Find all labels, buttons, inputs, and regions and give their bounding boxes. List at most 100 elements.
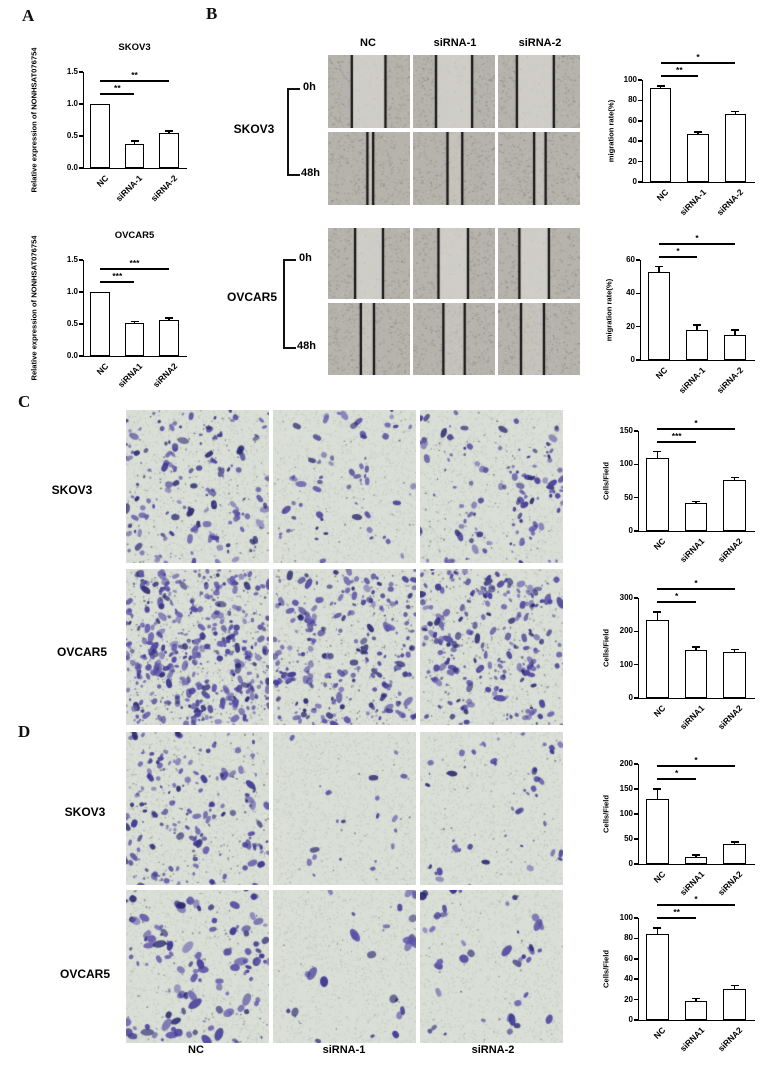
y-tick-mark [79, 71, 83, 73]
y-tick-mark [634, 978, 638, 980]
sig-label: *** [112, 271, 123, 281]
error-bar-stem [695, 998, 697, 1001]
error-bar-cap [692, 500, 700, 503]
wound-image-ovcar5-48h-sirna-1 [413, 303, 495, 375]
bar [646, 934, 669, 1020]
sig-label: * [695, 232, 699, 243]
skov3-row-label-c: SKOV3 [51, 483, 93, 497]
x-tick-label: siRNA1 [677, 1025, 707, 1054]
y-tick-mark [79, 323, 83, 325]
x-tick-label: NC [651, 536, 668, 552]
y-axis-title: Relative expression of NONHSAT076754 [29, 47, 39, 193]
y-tick-mark [79, 103, 83, 105]
sig-line [657, 440, 696, 443]
sig-line [657, 904, 735, 907]
y-tick-label: 100 [619, 459, 633, 469]
y-tick-label: 100 [623, 75, 637, 84]
y-tick-label: 200 [619, 759, 633, 768]
bar [684, 650, 708, 698]
y-tick-mark [636, 259, 640, 261]
chart-title: SKOV3 [118, 42, 151, 53]
ovcar5-0h-label: 0h [299, 252, 312, 264]
y-tick-mark [636, 359, 640, 361]
transwell-image-d-ovcar5-sirna-1 [273, 890, 416, 1043]
y-tick-mark [638, 120, 642, 122]
chart-title: OVCAR5 [114, 230, 155, 241]
sig-label: ** [673, 907, 680, 918]
x-tick-label: siRNA1 [116, 361, 145, 390]
bar [723, 479, 746, 531]
transwell-image-c-skov3-sirna-1 [273, 410, 416, 563]
wound-image-skov3-0h-sirna-2 [498, 55, 580, 128]
skov3-time-bracket-arm-bottom [287, 174, 300, 176]
error-bar-stem [733, 477, 736, 480]
y-tick-mark [634, 788, 638, 790]
error-bar-stem [734, 330, 736, 335]
wound-image-skov3-48h-sirna-2 [498, 132, 580, 205]
error-bar-stem [656, 451, 659, 459]
y-tick-mark [634, 463, 638, 466]
wound-image-skov3-48h-sirna-1 [413, 132, 495, 205]
chart-c-ovcar5-cells: Cells/Field 0 100 200 300 NC siRNA1 siRNA2 * * [602, 570, 762, 742]
plot-area [640, 260, 755, 361]
error-bar-stem [695, 647, 697, 651]
chart-b-skov3-migration: migration rate(%) 0 20 40 60 80 100 NC siRNA-1 si… [607, 52, 762, 224]
sig-label: * [694, 755, 698, 765]
sig-line [657, 427, 735, 430]
bar [724, 113, 747, 182]
y-tick-label: 40 [624, 974, 633, 984]
y-tick-label: 80 [628, 95, 637, 105]
wound-image-ovcar5-0h-nc [328, 228, 410, 299]
y-tick-mark [634, 863, 638, 865]
sig-line [657, 765, 735, 767]
chart-d-ovcar5-cells: Cells/Field 0 20 40 60 80 100 NC siRNA1 siRNA2 ** * [602, 890, 762, 1065]
plot-area [83, 260, 187, 357]
sig-label: * [676, 245, 680, 256]
y-tick-label: 1.5 [66, 67, 78, 76]
y-tick-mark [634, 430, 638, 432]
y-tick-label: 50 [624, 492, 633, 502]
error-bar-stem [734, 111, 737, 114]
error-bar-cap [655, 265, 663, 268]
sig-line [100, 281, 135, 283]
error-bar-cap [730, 648, 739, 651]
col-footer-sirna2: siRNA-2 [471, 1044, 515, 1056]
y-tick-mark [638, 181, 642, 183]
y-tick-label: 60 [628, 115, 637, 125]
plot-area [638, 918, 755, 1021]
error-bar-stem [656, 928, 659, 935]
skov3-row-label-b: SKOV3 [233, 122, 275, 136]
y-tick-label: 150 [619, 784, 633, 793]
sig-line [660, 62, 736, 65]
y-tick-mark [79, 291, 83, 293]
y-tick-label: 50 [624, 834, 633, 843]
ovcar5-row-label-b: OVCAR5 [226, 290, 278, 304]
bar [649, 88, 672, 182]
y-tick-label: 60 [624, 953, 633, 963]
error-bar-cap [693, 324, 701, 326]
y-tick-label: 40 [628, 136, 637, 146]
x-tick-label: siRNA-2 [148, 173, 179, 204]
error-bar-cap [730, 841, 739, 843]
x-tick-label: NC [654, 187, 671, 203]
y-tick-mark [638, 99, 642, 102]
x-tick-label: siRNA1 [677, 703, 707, 732]
y-tick-label: 0 [628, 859, 633, 868]
error-bar-cap [692, 997, 700, 1000]
y-tick-label: 100 [619, 809, 633, 818]
sig-line [657, 778, 696, 780]
y-tick-mark [634, 998, 638, 1001]
y-tick-label: 20 [624, 994, 633, 1004]
sig-label: * [675, 591, 679, 601]
chart-b-ovcar5-migration: migration rate(%) 0 20 40 60 NC siRNA-1 siRNA-2… [605, 232, 762, 404]
bar [646, 620, 669, 698]
x-tick-label: siRNA2 [716, 1025, 745, 1054]
x-tick-label: siRNA2 [716, 703, 745, 732]
error-bar-cap [653, 450, 662, 453]
error-bar-cap [656, 85, 665, 87]
chart-a-ovcar5-expression: OVCAR5 Relative expression of NONHSAT0767… [26, 218, 200, 398]
error-bar-cap [653, 611, 662, 613]
y-tick-mark [634, 937, 638, 940]
wound-image-ovcar5-48h-nc [328, 303, 410, 375]
